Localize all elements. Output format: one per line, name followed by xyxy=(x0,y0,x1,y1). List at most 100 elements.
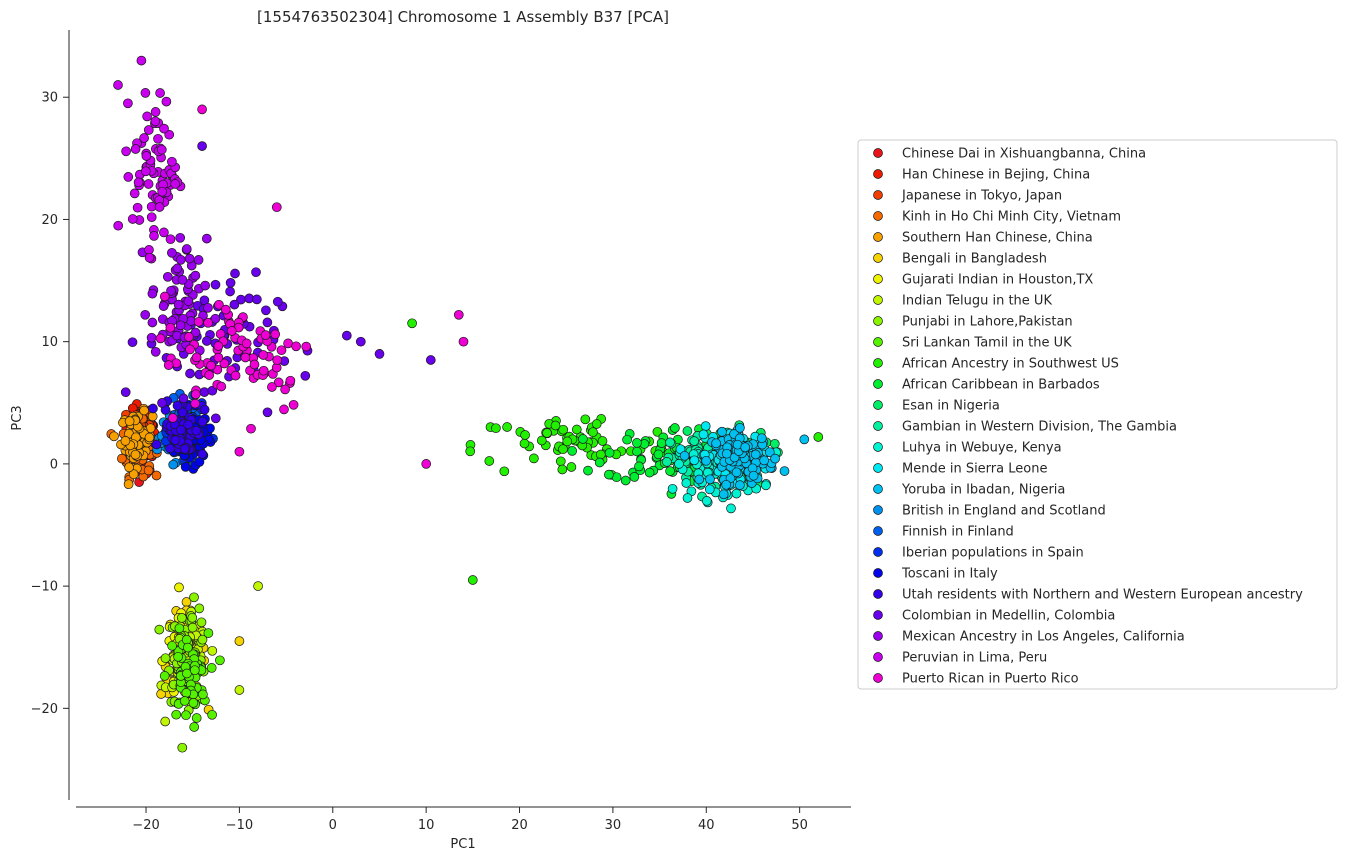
legend-item: Mexican Ancestry in Los Angeles, Califor… xyxy=(873,630,1185,645)
legend-marker xyxy=(873,547,883,557)
data-point xyxy=(197,104,207,115)
data-point xyxy=(150,116,161,127)
data-point xyxy=(210,413,221,424)
data-point xyxy=(144,252,155,263)
data-point xyxy=(653,449,664,460)
data-point xyxy=(175,232,186,243)
legend-label: Han Chinese in Bejing, China xyxy=(902,168,1090,183)
data-point xyxy=(141,151,152,161)
data-point xyxy=(123,98,133,109)
data-point xyxy=(140,88,151,98)
data-point xyxy=(200,280,211,291)
data-point xyxy=(260,330,271,340)
data-point xyxy=(170,179,181,189)
data-point xyxy=(225,286,235,297)
data-point xyxy=(190,270,201,281)
data-point xyxy=(465,446,476,457)
legend-marker xyxy=(873,295,883,305)
data-point xyxy=(185,344,195,355)
data-point xyxy=(520,430,530,440)
legend-item: British in England and Scotland xyxy=(873,504,1106,519)
legend-item: Yoruba in Ibadan, Nigeria xyxy=(873,483,1065,498)
data-point xyxy=(711,438,721,449)
data-point xyxy=(181,688,192,698)
data-point xyxy=(656,438,667,448)
data-point xyxy=(159,227,169,238)
legend-item: Iberian populations in Spain xyxy=(873,546,1084,561)
data-point xyxy=(701,455,711,466)
legend-label: Esan in Nigeria xyxy=(902,399,1000,414)
data-point xyxy=(177,407,188,418)
data-point xyxy=(150,346,161,357)
data-point xyxy=(167,413,178,423)
data-point xyxy=(230,370,241,381)
x-tick-label: 20 xyxy=(511,818,528,833)
data-point xyxy=(665,437,675,448)
y-tick-label: 30 xyxy=(41,91,58,106)
data-point xyxy=(165,322,176,333)
legend-label: Gambian in Western Division, The Gambia xyxy=(902,420,1177,435)
data-point xyxy=(194,603,205,614)
legend-item: Gambian in Western Division, The Gambia xyxy=(873,420,1177,435)
data-point xyxy=(226,326,237,336)
data-point xyxy=(184,253,195,264)
data-point xyxy=(253,581,263,591)
chart-title: [1554763502304] Chromosome 1 Assembly B3… xyxy=(257,8,669,26)
data-point xyxy=(191,425,202,436)
data-point xyxy=(467,575,478,585)
data-point xyxy=(425,355,436,365)
data-point xyxy=(717,426,727,437)
data-point xyxy=(597,436,608,446)
data-point xyxy=(167,247,177,258)
legend-item: Peruvian in Lima, Peru xyxy=(873,651,1047,666)
data-point xyxy=(491,423,501,434)
data-point xyxy=(162,271,173,282)
legend-label: Bengali in Bangladesh xyxy=(902,252,1047,267)
data-point xyxy=(689,436,700,446)
data-point xyxy=(246,423,256,434)
data-point xyxy=(681,478,692,488)
data-point xyxy=(193,316,204,327)
data-point xyxy=(291,341,301,352)
data-point xyxy=(159,671,170,681)
data-point xyxy=(262,407,273,418)
data-point xyxy=(799,434,810,445)
legend: Chinese Dai in Xishuangbanna, China Han C… xyxy=(857,139,1338,690)
legend-frame xyxy=(857,139,1338,690)
data-point xyxy=(176,425,186,435)
data-point xyxy=(167,640,177,651)
series-25 xyxy=(155,291,312,434)
legend-marker xyxy=(873,232,883,242)
legend-marker xyxy=(873,505,883,515)
data-point xyxy=(210,279,221,290)
legend-label: British in England and Scotland xyxy=(902,504,1106,519)
data-point xyxy=(147,317,158,328)
legend-item: Southern Han Chinese, China xyxy=(873,231,1093,246)
x-axis-label: PC1 xyxy=(450,837,475,852)
legend-marker xyxy=(873,631,883,641)
data-point xyxy=(185,368,195,379)
x-tick-label: 40 xyxy=(698,818,715,833)
legend-label: Gujarati Indian in Houston,TX xyxy=(902,273,1093,288)
data-point xyxy=(146,212,157,223)
data-point xyxy=(279,404,289,415)
data-point xyxy=(187,612,198,623)
y-tick-label: 20 xyxy=(41,213,58,228)
data-point xyxy=(197,449,208,459)
legend-marker xyxy=(873,652,883,662)
legend-label: Peruvian in Lima, Peru xyxy=(902,651,1047,666)
legend-marker xyxy=(873,190,883,200)
data-point xyxy=(219,358,230,369)
data-point xyxy=(272,296,283,307)
data-point xyxy=(740,442,751,453)
legend-marker xyxy=(873,400,883,410)
data-point xyxy=(679,450,690,461)
legend-marker xyxy=(873,211,883,221)
data-point xyxy=(157,398,167,408)
data-point xyxy=(578,434,588,444)
data-point xyxy=(182,642,193,653)
data-point xyxy=(591,419,602,429)
data-point xyxy=(151,470,162,481)
data-point xyxy=(665,466,675,476)
data-point xyxy=(271,202,282,213)
